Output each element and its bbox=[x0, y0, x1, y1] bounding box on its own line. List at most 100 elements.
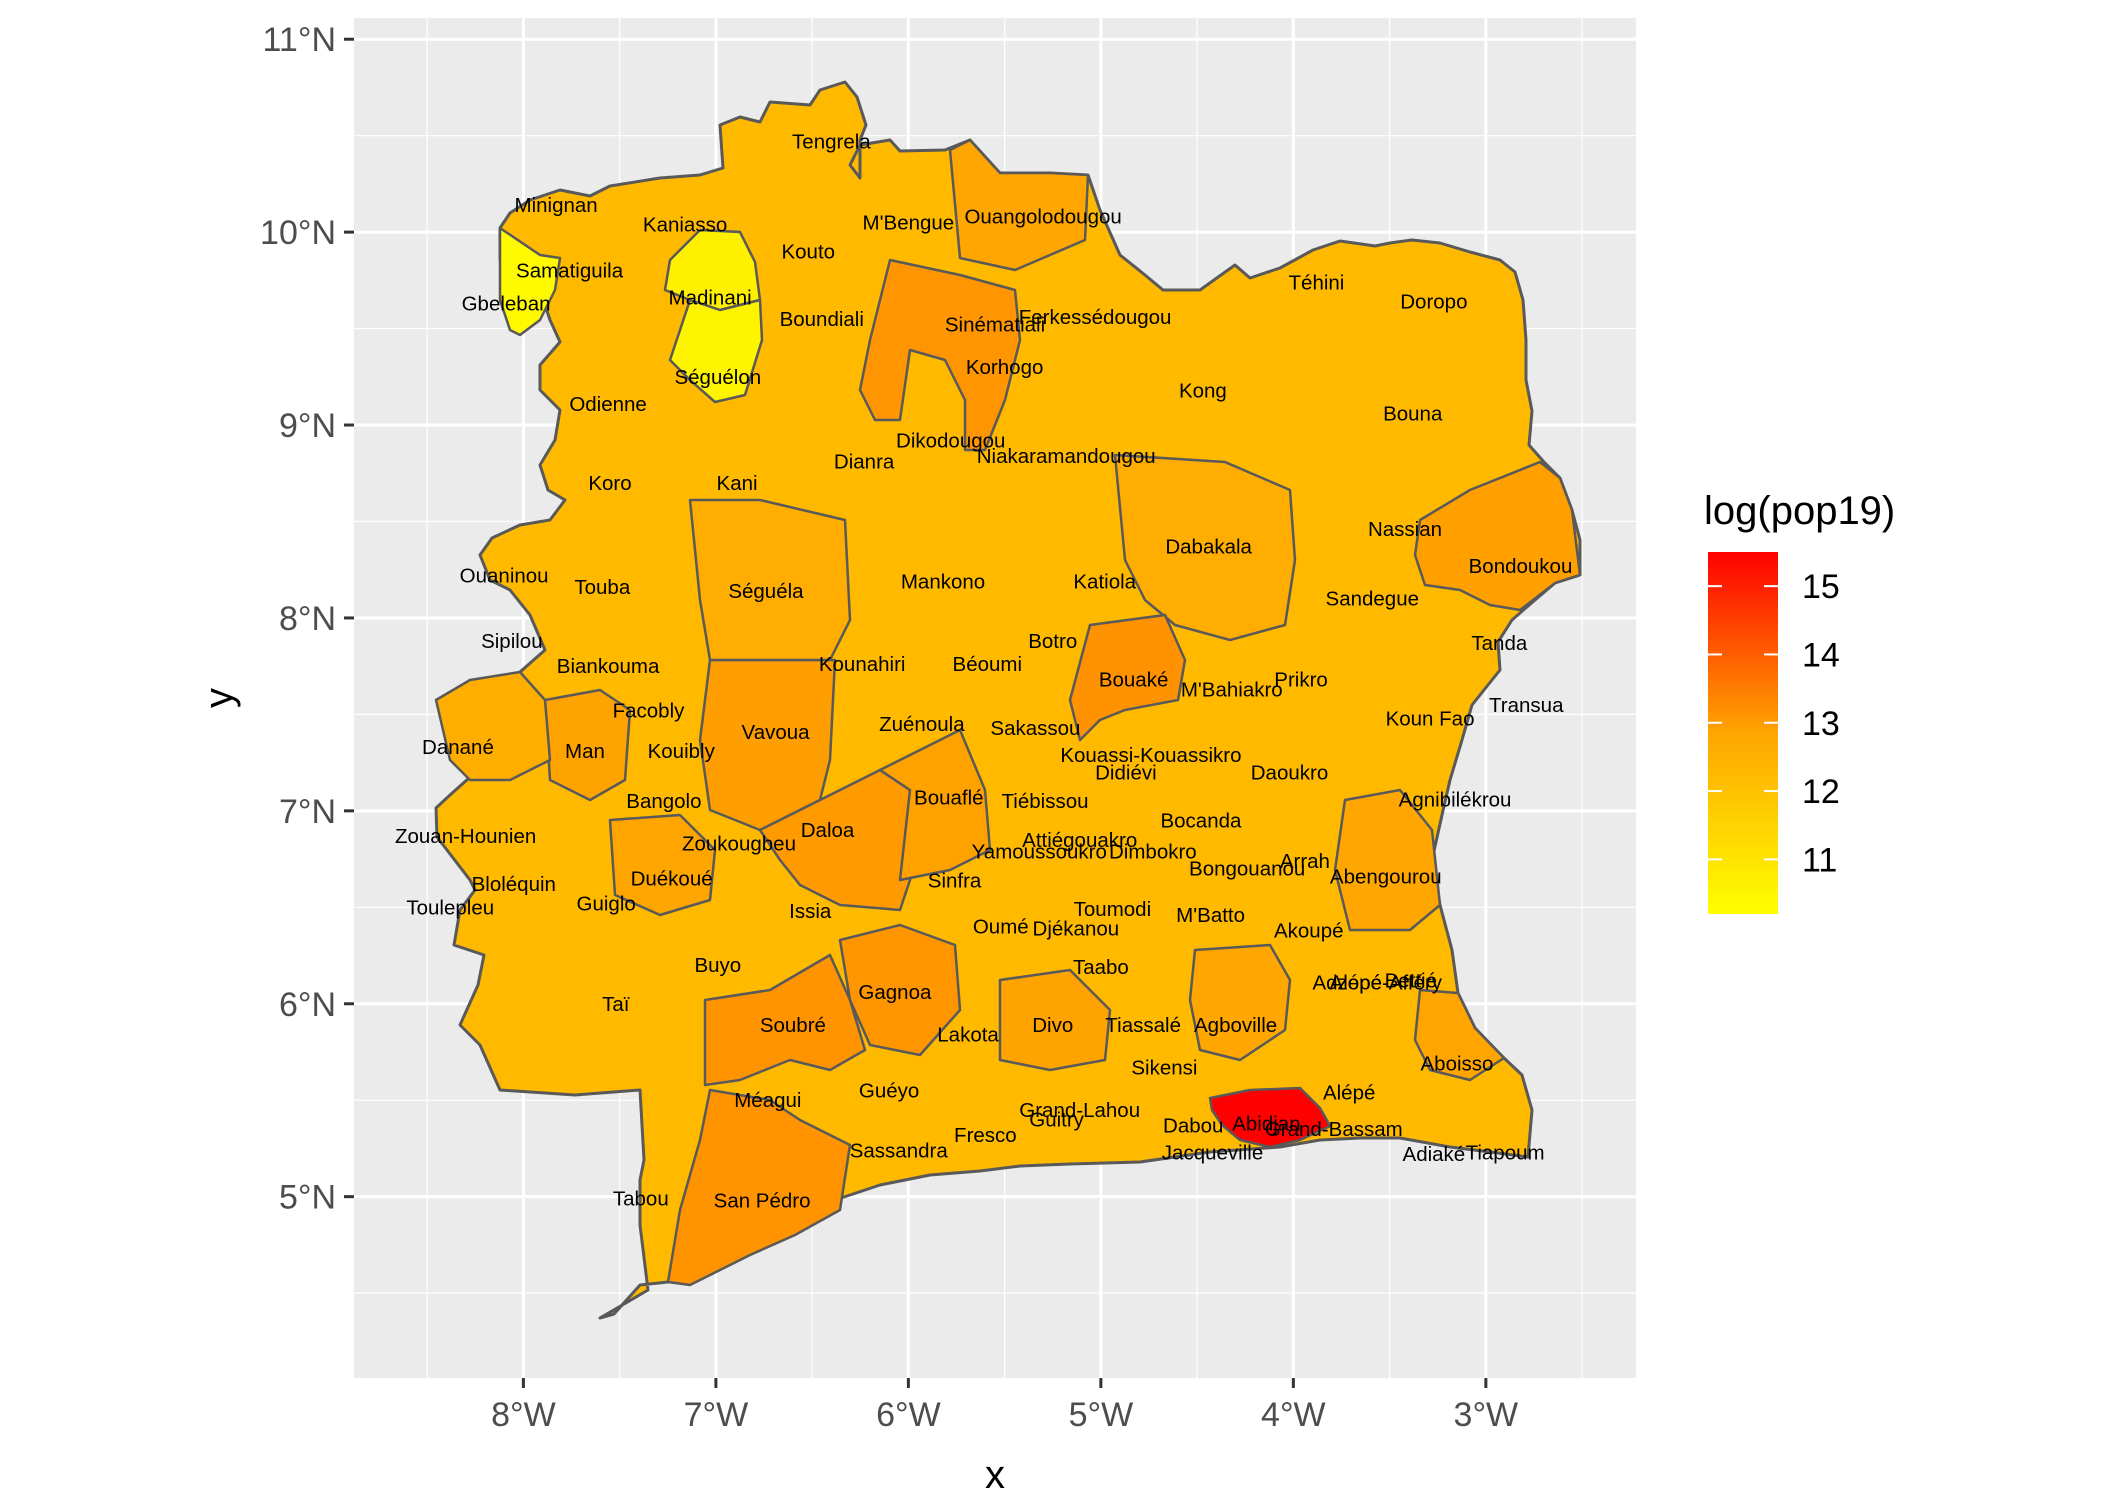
region-label-m-batto: M'Batto bbox=[1176, 904, 1245, 927]
region-label-zoukougbeu: Zoukougbeu bbox=[682, 833, 796, 856]
region-label-issia: Issia bbox=[789, 900, 832, 923]
region-label-sinfra: Sinfra bbox=[928, 869, 982, 892]
legend-ticks: 15 14 13 12 11 bbox=[1708, 568, 1840, 879]
region-label-koun-fao: Koun Fao bbox=[1386, 707, 1475, 730]
y-tick-label: 5°N bbox=[279, 1179, 336, 1217]
region-label-duekoue: Duékoué bbox=[631, 867, 713, 890]
region-label-beoumi: Béoumi bbox=[953, 653, 1023, 676]
region-label-akoupe: Akoupé bbox=[1274, 919, 1344, 942]
region-label-bongouanou: Bongouanou bbox=[1189, 858, 1305, 881]
region-label-m-bahiakro: M'Bahiakro bbox=[1181, 678, 1283, 701]
region-label-toumodi: Toumodi bbox=[1074, 898, 1152, 921]
region-label-abidjan: Abidjan bbox=[1232, 1112, 1300, 1135]
region-label-tai: Taï bbox=[602, 993, 630, 1016]
region-ouangolodougou-shape bbox=[948, 138, 1090, 272]
region-label-kouto: Kouto bbox=[781, 240, 835, 263]
region-label-djekanou: Djékanou bbox=[1033, 918, 1120, 941]
region-label-sikensi: Sikensi bbox=[1131, 1056, 1197, 1079]
region-labels: Tengrela Minignan Kaniasso M'Bengue Ouangolo… bbox=[395, 130, 1572, 1212]
region-label-tehini: Téhini bbox=[1289, 271, 1345, 294]
region-seguela-shape bbox=[688, 498, 852, 662]
y-tick-label: 11°N bbox=[263, 21, 336, 59]
x-tick-label: 5°W bbox=[1069, 1396, 1134, 1434]
legend-colorbar bbox=[1708, 552, 1778, 914]
region-daloa-shape bbox=[758, 768, 922, 912]
x-axis: 8°W 7°W 6°W 5°W 4°W 3°W bbox=[491, 1378, 1518, 1434]
region-danane-shape bbox=[434, 670, 552, 782]
region-gbeleban-shape bbox=[498, 226, 562, 337]
region-label-attiegouakro: Attiégouakro bbox=[1022, 829, 1137, 852]
region-label-tengrela: Tengrela bbox=[792, 130, 871, 153]
region-label-tabou: Tabou bbox=[613, 1188, 669, 1211]
region-bouake-shape bbox=[1068, 613, 1187, 742]
region-label-yamoussoukro: Yamoussoukro bbox=[972, 840, 1107, 863]
legend-tick-label: 12 bbox=[1802, 773, 1840, 811]
region-label-mankono: Mankono bbox=[901, 570, 985, 593]
region-abengourou-shape bbox=[1333, 788, 1442, 932]
region-label-sinematiali: Sinématiali bbox=[945, 314, 1045, 337]
region-korhogo-shape bbox=[858, 258, 1022, 452]
region-label-man: Man bbox=[565, 740, 605, 763]
region-label-agboville: Agboville bbox=[1194, 1014, 1277, 1037]
region-label-seguelon: Séguélon bbox=[674, 366, 761, 389]
region-label-prikro: Prikro bbox=[1274, 669, 1328, 692]
region-label-dianra: Dianra bbox=[834, 451, 895, 474]
x-tick-label: 7°W bbox=[684, 1396, 749, 1434]
region-label-ouaninou: Ouaninou bbox=[460, 565, 549, 588]
region-label-transua: Transua bbox=[1489, 694, 1564, 717]
x-tick-label: 4°W bbox=[1261, 1396, 1326, 1434]
region-label-grand-lahou: Grand-Lahou bbox=[1019, 1099, 1140, 1122]
region-label-danane: Danané bbox=[422, 736, 494, 759]
region-label-toulepleu: Toulepleu bbox=[406, 896, 494, 919]
region-label-seguela: Séguéla bbox=[728, 580, 804, 603]
region-label-niakaramandougou: Niakaramandougou bbox=[977, 445, 1156, 468]
region-label-kouibly: Kouibly bbox=[648, 740, 716, 763]
region-abidjan-shape bbox=[1208, 1086, 1332, 1149]
region-label-guitry: Guitry bbox=[1029, 1109, 1084, 1132]
region-bouafle-shape bbox=[878, 728, 992, 882]
region-label-oume: Oumé bbox=[973, 916, 1029, 939]
region-label-tiebissou: Tiébissou bbox=[1002, 790, 1089, 813]
legend-tick-label: 15 bbox=[1802, 568, 1840, 606]
y-tick-label: 6°N bbox=[279, 986, 336, 1024]
region-label-sandegue: Sandegue bbox=[1326, 588, 1419, 611]
x-tick-label: 3°W bbox=[1454, 1396, 1519, 1434]
region-label-katiola: Katiola bbox=[1073, 570, 1136, 593]
region-label-nassian: Nassian bbox=[1368, 518, 1442, 541]
region-label-korhogo: Korhogo bbox=[966, 356, 1044, 379]
y-axis-title: y bbox=[197, 688, 241, 708]
region-san-pedro-shape bbox=[666, 1088, 852, 1287]
region-label-gueyo: Guéyo bbox=[859, 1080, 919, 1103]
region-label-ferkessedougou: Ferkessédougou bbox=[1019, 306, 1172, 329]
region-label-kani: Kani bbox=[717, 472, 758, 495]
region-label-dikodougou: Dikodougou bbox=[896, 429, 1005, 452]
region-label-sassandra: Sassandra bbox=[850, 1139, 949, 1162]
region-label-tanda: Tanda bbox=[1471, 632, 1527, 655]
region-label-fresco: Fresco bbox=[954, 1124, 1017, 1147]
region-label-meagui: Méagui bbox=[734, 1089, 801, 1112]
region-label-abengourou: Abengourou bbox=[1330, 865, 1442, 888]
region-label-bettie: Bettié bbox=[1385, 970, 1437, 993]
region-label-divo: Divo bbox=[1032, 1014, 1073, 1037]
y-tick-label: 9°N bbox=[279, 407, 336, 445]
region-label-bondoukou: Bondoukou bbox=[1469, 555, 1573, 578]
region-label-adiake: Adiaké bbox=[1403, 1143, 1466, 1166]
region-label-vavoua: Vavoua bbox=[742, 721, 811, 744]
region-label-alepe-affery: Alépé-Afféry bbox=[1330, 972, 1443, 995]
region-label-taabo: Taabo bbox=[1073, 956, 1129, 979]
region-label-m-bengue: M'Bengue bbox=[863, 211, 955, 234]
region-label-gbeleban: Gbeleban bbox=[462, 293, 551, 316]
region-label-jacqueville: Jacqueville bbox=[1162, 1141, 1263, 1164]
y-tick-label: 8°N bbox=[279, 600, 336, 638]
region-label-koro: Koro bbox=[588, 472, 631, 495]
region-label-aboisso: Aboisso bbox=[1421, 1053, 1494, 1076]
region-label-arrah: Arrah bbox=[1280, 850, 1330, 873]
region-label-touba: Touba bbox=[574, 576, 630, 599]
region-duekoue-shape bbox=[608, 813, 717, 917]
legend: log(pop19) 15 14 13 12 11 bbox=[1704, 489, 1895, 914]
region-label-kaniasso: Kaniasso bbox=[643, 213, 727, 236]
region-label-daoukro: Daoukro bbox=[1251, 761, 1329, 784]
y-tick-label: 7°N bbox=[279, 793, 336, 831]
region-label-kouassi-kouassikro: Kouassi-Kouassikro bbox=[1060, 744, 1241, 767]
